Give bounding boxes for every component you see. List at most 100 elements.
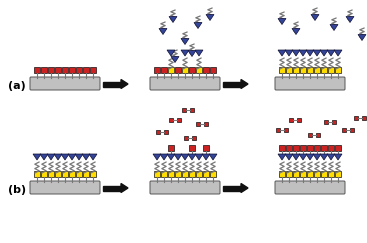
Bar (293, 67, 299, 73)
Polygon shape (306, 50, 314, 56)
Bar (335, 67, 341, 73)
Bar (184, 136, 188, 140)
Bar (324, 120, 328, 124)
Polygon shape (278, 50, 286, 56)
Bar (168, 145, 174, 151)
Polygon shape (334, 154, 342, 160)
Polygon shape (103, 81, 121, 87)
Bar (161, 171, 167, 177)
Polygon shape (61, 154, 69, 160)
Bar (286, 145, 292, 151)
Bar (332, 120, 336, 124)
Bar (307, 145, 313, 151)
Bar (169, 118, 173, 122)
Bar (156, 130, 160, 134)
Polygon shape (47, 154, 55, 160)
Bar (83, 67, 89, 73)
Polygon shape (89, 154, 97, 160)
Polygon shape (320, 50, 328, 56)
Polygon shape (171, 57, 179, 62)
Polygon shape (358, 35, 366, 41)
Bar (300, 145, 306, 151)
Polygon shape (169, 17, 177, 23)
Bar (350, 128, 354, 132)
Bar (34, 171, 40, 177)
Bar (307, 67, 313, 73)
FancyBboxPatch shape (275, 77, 345, 90)
Polygon shape (223, 185, 241, 191)
Bar (69, 67, 75, 73)
Polygon shape (223, 81, 241, 87)
Polygon shape (153, 154, 161, 160)
Polygon shape (313, 154, 321, 160)
Polygon shape (292, 50, 300, 56)
Bar (175, 67, 181, 73)
Bar (196, 171, 202, 177)
Bar (196, 67, 202, 73)
Bar (314, 145, 320, 151)
FancyBboxPatch shape (275, 181, 345, 194)
Bar (55, 171, 61, 177)
Bar (335, 171, 341, 177)
Polygon shape (181, 50, 189, 56)
Polygon shape (327, 50, 335, 56)
Bar (154, 67, 160, 73)
Bar (90, 171, 96, 177)
Polygon shape (195, 50, 203, 56)
Bar (192, 136, 196, 140)
Bar (297, 118, 301, 122)
Bar (55, 67, 61, 73)
Polygon shape (320, 154, 328, 160)
Bar (279, 67, 285, 73)
Polygon shape (194, 23, 202, 28)
Polygon shape (181, 38, 189, 44)
Bar (342, 128, 346, 132)
Bar (314, 67, 320, 73)
Bar (203, 171, 209, 177)
Bar (203, 145, 209, 151)
Bar (76, 67, 82, 73)
Polygon shape (188, 154, 196, 160)
Bar (293, 171, 299, 177)
Bar (161, 67, 167, 73)
Bar (62, 67, 68, 73)
Bar (203, 67, 209, 73)
Polygon shape (306, 154, 314, 160)
Polygon shape (174, 154, 182, 160)
Polygon shape (299, 50, 307, 56)
Bar (189, 67, 195, 73)
Bar (335, 145, 341, 151)
Bar (182, 67, 188, 73)
Polygon shape (285, 50, 293, 56)
Bar (328, 67, 334, 73)
Bar (190, 108, 194, 112)
Bar (164, 130, 168, 134)
Polygon shape (292, 28, 300, 35)
Polygon shape (292, 154, 300, 160)
Polygon shape (311, 15, 319, 20)
Bar (210, 171, 216, 177)
Bar (276, 128, 280, 132)
Text: (b): (b) (8, 185, 26, 195)
Polygon shape (195, 154, 203, 160)
Bar (354, 116, 358, 120)
Bar (308, 133, 312, 137)
Bar (196, 122, 200, 126)
Polygon shape (285, 154, 293, 160)
Text: (a): (a) (8, 81, 26, 91)
Polygon shape (33, 154, 41, 160)
Bar (204, 122, 208, 126)
Bar (321, 171, 327, 177)
Polygon shape (121, 183, 128, 192)
Bar (48, 67, 54, 73)
Bar (362, 116, 366, 120)
Polygon shape (167, 154, 175, 160)
Bar (307, 171, 313, 177)
Polygon shape (159, 28, 167, 35)
Polygon shape (40, 154, 48, 160)
Polygon shape (334, 50, 342, 56)
Polygon shape (327, 154, 335, 160)
Polygon shape (181, 154, 189, 160)
Bar (189, 171, 195, 177)
FancyBboxPatch shape (30, 181, 100, 194)
